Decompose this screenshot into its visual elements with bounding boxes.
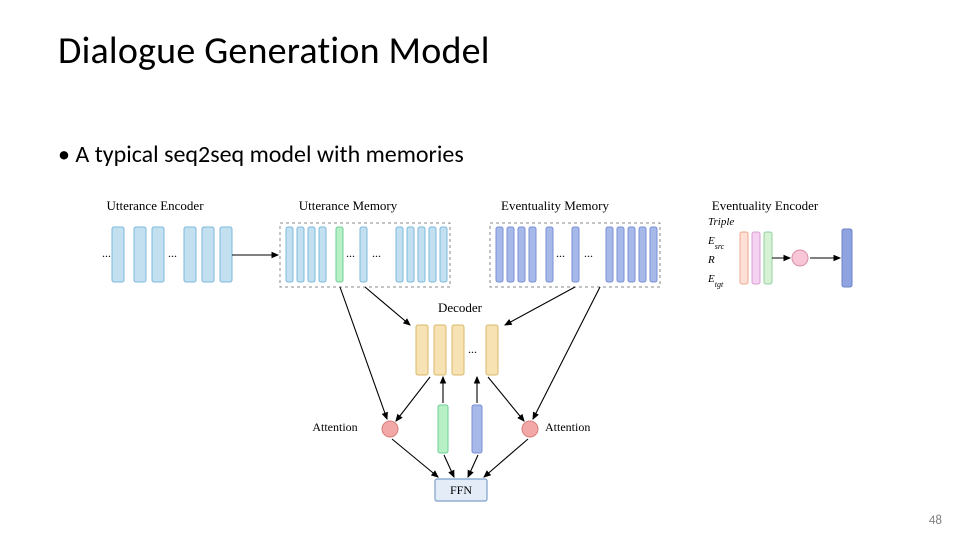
svg-text:Utterance Encoder: Utterance Encoder [106, 198, 204, 213]
slide-bullet: A typical seq2seq model with memories [58, 140, 464, 169]
svg-text:Etgt: Etgt [707, 273, 724, 289]
svg-text:...: ... [102, 246, 111, 260]
slide-title: Dialogue Generation Model [58, 28, 490, 74]
page-number: 48 [929, 513, 942, 528]
svg-text:Eventuality Encoder: Eventuality Encoder [712, 198, 819, 213]
svg-text:Esrc: Esrc [707, 235, 725, 251]
svg-text:Utterance Memory: Utterance Memory [299, 198, 398, 213]
svg-text:FFN: FFN [450, 483, 472, 497]
svg-text:Attention: Attention [312, 420, 357, 434]
svg-text:Decoder: Decoder [438, 300, 483, 315]
svg-text:...: ... [346, 246, 355, 260]
architecture-diagram: Utterance Encoder...... Utterance Memory.… [100, 195, 870, 515]
svg-text:...: ... [556, 246, 565, 260]
svg-text:...: ... [372, 246, 381, 260]
svg-text:...: ... [168, 246, 177, 260]
svg-text:Triple: Triple [708, 216, 734, 228]
svg-text:R: R [707, 254, 715, 266]
svg-text:...: ... [584, 246, 593, 260]
svg-text:Attention: Attention [545, 420, 590, 434]
svg-text:Eventuality Memory: Eventuality Memory [501, 198, 609, 213]
svg-text:...: ... [468, 342, 477, 356]
